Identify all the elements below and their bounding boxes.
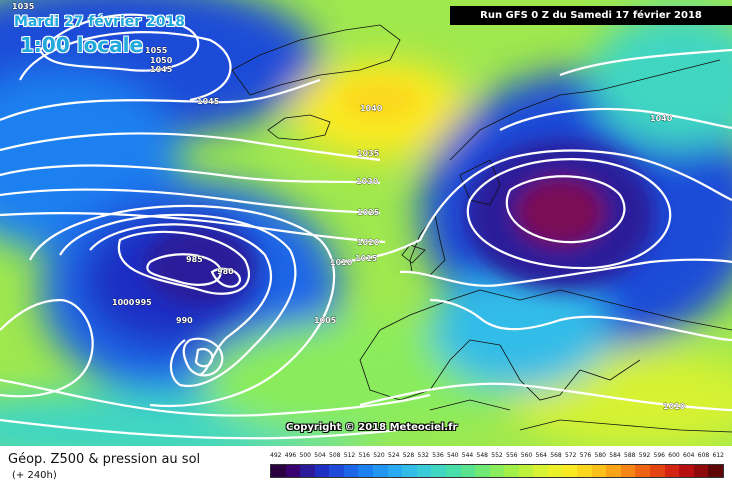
scale-color-swatch (373, 465, 388, 477)
scale-color-swatch (329, 465, 344, 477)
geopotential-map: 1035 1055 1050 1045 1040 1035 1030 1025 … (0, 0, 732, 446)
scale-color-swatch (431, 465, 446, 477)
model-run-banner: Run GFS 0 Z du Samedi 17 février 2018 (450, 6, 732, 25)
isobar-label: 1055 (145, 46, 168, 55)
scale-color-swatch (402, 465, 417, 477)
isobar-label: 980 (217, 267, 234, 276)
scale-color-swatch (314, 465, 330, 477)
scale-color-swatch (606, 465, 621, 477)
scale-color-swatch (518, 465, 534, 477)
scandinavia (459, 159, 501, 206)
scale-tick-label: 528 (402, 452, 415, 459)
iceland (267, 114, 331, 141)
scale-color-swatch (271, 465, 286, 477)
scale-color-swatch (591, 465, 607, 477)
legend-forecast-hour: (+ 240h) (12, 470, 57, 481)
scale-tick-label: 596 (653, 452, 665, 459)
scale-tick-label: 568 (550, 452, 562, 459)
isobar-labels: 1035 1055 1050 1045 1040 1035 1030 1025 … (12, 2, 686, 412)
scale-tick-label: 536 (432, 452, 444, 459)
isobar-label: 1030 (356, 177, 379, 186)
scale-tick-label: 600 (668, 452, 680, 459)
copyright-notice: Copyright © 2018 Meteociel.fr (286, 422, 458, 433)
isobar-label: 1000 (112, 298, 135, 307)
scale-color-swatch (285, 465, 301, 477)
scale-tick-label: 504 (314, 452, 326, 459)
scale-tick-label: 500 (299, 452, 311, 459)
isobar-label: 1045 (197, 97, 220, 106)
scale-tick-label: 496 (284, 452, 297, 459)
scale-color-swatch (387, 465, 403, 477)
isobar-label: 1040 (360, 104, 383, 113)
isobar-lines (0, 13, 732, 440)
scale-color-swatch (708, 465, 723, 477)
forecast-date: Mardi 27 février 2018 (14, 14, 185, 30)
isobar-label: 1045 (150, 65, 173, 74)
isobar-label: 995 (135, 298, 152, 307)
isobar-label: 1025 (357, 208, 380, 217)
isobar-label: 1035 (357, 149, 380, 158)
scale-color-swatch (533, 465, 548, 477)
scale-tick-label: 576 (579, 452, 592, 459)
scale-color-swatch (504, 465, 519, 477)
scale-tick-label: 612 (712, 452, 724, 459)
scale-color-swatch (679, 465, 694, 477)
isobar-label: 1010 (663, 402, 686, 411)
scale-color-swatch (635, 465, 651, 477)
scale-tick-label: 560 (520, 452, 533, 459)
scale-tick-label: 572 (565, 452, 577, 459)
scale-tick-label: 524 (388, 452, 400, 459)
scale-color-swatch (460, 465, 476, 477)
scale-tick-label: 520 (373, 452, 385, 459)
scale-color-swatch (664, 465, 680, 477)
scale-color-swatch (358, 465, 374, 477)
scale-tick-label: 604 (683, 452, 695, 459)
scale-tick-label: 580 (594, 452, 606, 459)
scale-tick-label: 588 (624, 452, 636, 459)
z500-color-field (0, 0, 732, 446)
scale-tick-label: 584 (609, 452, 621, 459)
scale-tick-label: 512 (343, 452, 356, 459)
scale-tick-label: 516 (358, 452, 370, 459)
scale-tick-label: 556 (506, 452, 518, 459)
scale-color-swatch (300, 465, 315, 477)
isobar-label: 1050 (150, 56, 173, 65)
scale-color-swatch (489, 465, 505, 477)
isobar-label: 1020 (357, 238, 380, 247)
isobar-label: 985 (186, 255, 203, 264)
scale-tick-label: 544 (461, 452, 474, 459)
scale-color-swatch (475, 465, 490, 477)
scale-tick-label: 508 (329, 452, 341, 459)
isobar-label: 1005 (314, 316, 337, 325)
scale-color-swatch (416, 465, 432, 477)
scale-tick-label: 548 (476, 452, 488, 459)
scale-tick-label: 552 (491, 452, 503, 459)
scale-color-swatch (577, 465, 592, 477)
scale-color-swatch (693, 465, 709, 477)
scale-color-swatch (547, 465, 563, 477)
scale-color-swatch (650, 465, 665, 477)
coastlines (231, 24, 732, 433)
isobar-label: 990 (176, 316, 193, 325)
isobar-label: 1040 (650, 114, 673, 123)
isobar-label: 1010 (330, 258, 353, 267)
scale-tick-label: 564 (535, 452, 547, 459)
legend-panel: Géop. Z500 & pression au sol (+ 240h) 49… (0, 446, 732, 488)
scale-tick-label: 492 (270, 452, 282, 459)
isobar-label: 1015 (355, 254, 378, 263)
scale-color-swatch (445, 465, 461, 477)
scale-tick-label: 532 (417, 452, 429, 459)
scale-color-swatch (343, 465, 359, 477)
scale-tick-label: 592 (638, 452, 651, 459)
scale-tick-label: 608 (697, 452, 710, 459)
scale-color-swatch (562, 465, 578, 477)
forecast-time: 1:00 locale (20, 33, 144, 57)
color-scale-bar (270, 464, 724, 478)
isobar-label: 1035 (12, 2, 35, 11)
scale-color-swatch (620, 465, 636, 477)
legend-title: Géop. Z500 & pression au sol (8, 452, 201, 467)
color-scale-ticks: 492 496 500 504 508 512 516 520 524 528 532 536 540 5… (270, 452, 724, 459)
scale-tick-label: 540 (447, 452, 459, 459)
